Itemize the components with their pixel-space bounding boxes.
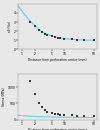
Point bbox=[51, 35, 52, 37]
Point bbox=[71, 38, 72, 40]
Point bbox=[63, 114, 65, 116]
Point bbox=[41, 31, 43, 33]
Point bbox=[54, 113, 56, 115]
Point bbox=[38, 102, 40, 104]
Point bbox=[29, 80, 30, 82]
Point bbox=[38, 29, 40, 31]
Point bbox=[51, 112, 52, 114]
X-axis label: Distance from perforation center (mm): Distance from perforation center (mm) bbox=[28, 58, 87, 62]
Point bbox=[71, 114, 72, 116]
Point bbox=[93, 115, 94, 117]
Point bbox=[84, 39, 85, 41]
Point bbox=[84, 115, 85, 117]
Legend: Analytical, ◇Homogenization: Analytical, ◇Homogenization bbox=[36, 74, 79, 79]
Point bbox=[76, 115, 78, 117]
Point bbox=[57, 37, 58, 39]
Point bbox=[59, 114, 61, 116]
Point bbox=[44, 33, 46, 35]
Point bbox=[76, 39, 78, 41]
Point bbox=[54, 36, 56, 38]
Point bbox=[93, 39, 94, 41]
X-axis label: Distance from perforation center (mm): Distance from perforation center (mm) bbox=[28, 128, 87, 130]
Y-axis label: εθ (%o): εθ (%o) bbox=[8, 21, 12, 32]
Point bbox=[47, 111, 48, 113]
Y-axis label: Stress (MPa): Stress (MPa) bbox=[2, 88, 6, 106]
Point bbox=[57, 113, 58, 115]
Point bbox=[44, 109, 46, 111]
Point bbox=[29, 21, 30, 23]
Point bbox=[34, 25, 36, 27]
Point bbox=[47, 34, 48, 36]
Point bbox=[63, 38, 65, 40]
Point bbox=[41, 106, 43, 108]
Point bbox=[34, 93, 36, 95]
Point bbox=[59, 37, 61, 39]
